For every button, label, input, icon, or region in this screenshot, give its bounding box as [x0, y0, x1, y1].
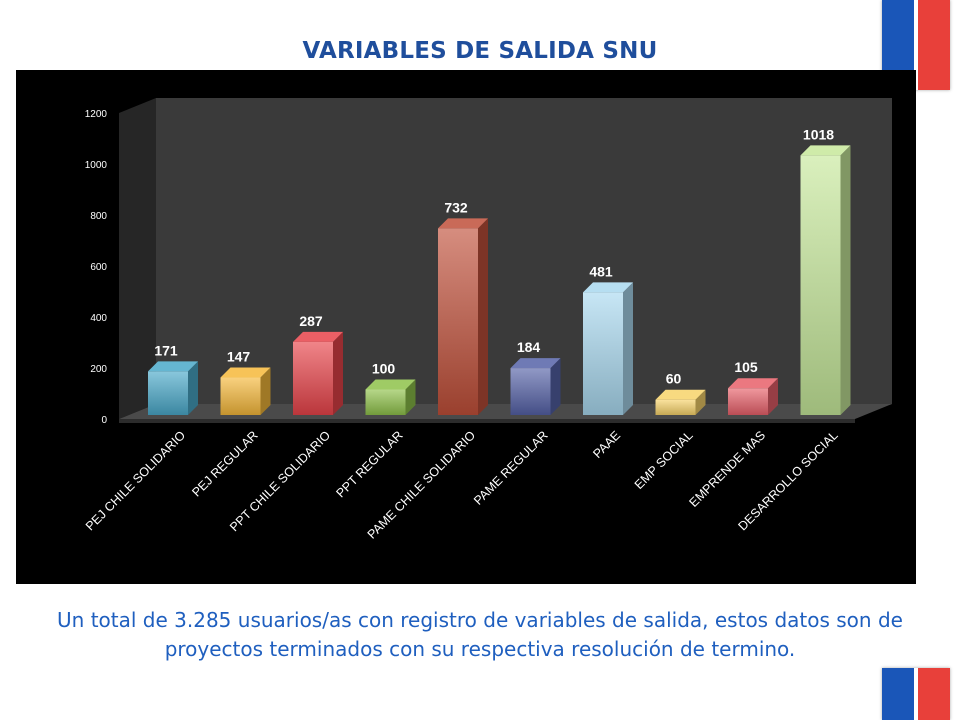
chart-panel: 0 200 400 600 800 1000 1200 171 PEJ CHILE SOLIDA… — [16, 70, 916, 584]
data-label: 105 — [734, 359, 758, 375]
y-tick-label: 800 — [90, 211, 107, 222]
y-tick-label: 600 — [90, 262, 107, 273]
bar-front — [365, 389, 406, 415]
bar-top — [148, 361, 198, 372]
bar-side — [333, 331, 343, 415]
bar-top — [510, 358, 561, 369]
slide-title: VARIABLES DE SALIDA SNU — [302, 38, 658, 64]
data-label: 60 — [666, 371, 682, 387]
bar-top — [800, 145, 851, 156]
data-label: 184 — [517, 339, 541, 355]
x-tick-label: EMP SOCIAL — [632, 428, 696, 492]
bar-side — [260, 367, 271, 415]
x-tick-label: PAME REGULAR — [471, 428, 550, 507]
bar-side — [623, 282, 633, 415]
bar-chart: 0 200 400 600 800 1000 1200 171 PEJ CHILE SOLIDA… — [83, 98, 892, 542]
chart-side-wall — [119, 98, 156, 419]
flag-red-stripe — [918, 668, 950, 720]
bar-front — [438, 228, 478, 415]
bar-top — [438, 218, 488, 229]
bar-top — [293, 331, 343, 342]
bar-front — [510, 368, 551, 415]
x-tick-label: EMPRENDE MAS — [687, 428, 769, 510]
data-label: 287 — [299, 313, 323, 329]
x-tick-label: PAAE — [590, 428, 623, 461]
bar-side — [188, 361, 198, 415]
bar-side — [405, 379, 416, 415]
bar-side — [840, 145, 851, 415]
bar-front — [293, 341, 333, 415]
flag-red-stripe — [918, 0, 950, 90]
data-label: 171 — [154, 342, 178, 358]
data-label: 1018 — [803, 126, 834, 142]
bar-top — [728, 378, 778, 389]
slide-caption: Un total de 3.285 usuarios/as con regist… — [57, 608, 903, 661]
chart-back-wall — [156, 98, 892, 404]
y-tick-label: 0 — [101, 415, 107, 426]
y-tick-label: 1200 — [85, 109, 108, 120]
data-label: 100 — [372, 361, 396, 377]
bar-top — [220, 367, 271, 378]
bar-front — [220, 377, 261, 415]
bar-front — [728, 388, 768, 415]
x-tick-label: PPT REGULAR — [333, 428, 405, 500]
bar-front — [800, 155, 841, 415]
bar-top — [583, 282, 633, 293]
flag-blue-stripe — [882, 668, 914, 720]
chart-floor-edge — [119, 419, 855, 423]
bar-front — [148, 371, 188, 415]
bar-top — [365, 379, 416, 390]
x-tick-label: PEJ REGULAR — [189, 428, 260, 499]
flag-decoration-bottom — [882, 668, 950, 720]
data-label: 481 — [589, 263, 613, 279]
y-tick-label: 1000 — [85, 160, 108, 171]
bar-front — [583, 292, 623, 415]
data-label: 147 — [227, 349, 251, 365]
data-label: 732 — [444, 199, 468, 215]
bar-side — [695, 389, 706, 415]
bar-side — [768, 378, 778, 415]
x-tick-label: PEJ CHILE SOLIDARIO — [83, 428, 188, 533]
y-tick-label: 200 — [90, 364, 107, 375]
bar-top — [655, 389, 706, 400]
bar-side — [550, 358, 561, 415]
bar-front — [655, 399, 696, 415]
bar-side — [478, 218, 488, 415]
y-tick-label: 400 — [90, 313, 107, 324]
